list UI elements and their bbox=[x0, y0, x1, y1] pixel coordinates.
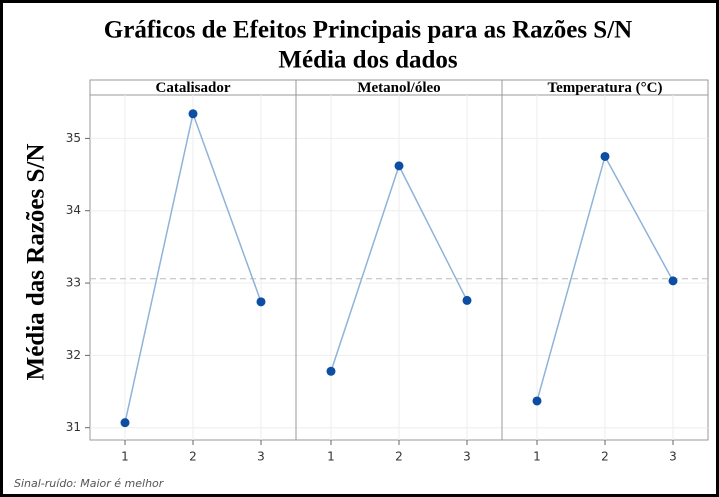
panel-title: Metanol/óleo bbox=[357, 80, 440, 96]
y-tick-label: 32 bbox=[66, 348, 81, 362]
point bbox=[532, 396, 542, 406]
point bbox=[326, 366, 336, 376]
point bbox=[256, 297, 266, 307]
y-axis-label: Média das Razões S/N bbox=[23, 144, 50, 381]
y-tick-label: 33 bbox=[66, 276, 81, 290]
x-tick-label: 2 bbox=[395, 450, 403, 464]
point bbox=[462, 295, 472, 305]
point bbox=[668, 276, 678, 286]
note: Sinal-ruído: Maior é melhor bbox=[14, 477, 165, 490]
y-tick-label: 31 bbox=[66, 420, 81, 434]
y-tick-label: 35 bbox=[66, 131, 81, 145]
x-tick-label: 2 bbox=[601, 450, 609, 464]
point bbox=[120, 418, 130, 428]
x-tick-label: 1 bbox=[533, 450, 541, 464]
panel-title: Temperatura (°C) bbox=[547, 80, 662, 96]
x-tick-label: 3 bbox=[463, 450, 471, 464]
point bbox=[600, 151, 610, 161]
panel-title: Catalisador bbox=[156, 80, 231, 96]
x-tick-label: 1 bbox=[327, 450, 335, 464]
chart-subtitle: Média dos dados bbox=[278, 47, 457, 74]
x-tick-label: 3 bbox=[669, 450, 677, 464]
point bbox=[188, 109, 198, 119]
x-tick-label: 1 bbox=[121, 450, 129, 464]
x-tick-label: 3 bbox=[257, 450, 265, 464]
chart-title: Gráficos de Efeitos Principais para as R… bbox=[104, 17, 632, 44]
point bbox=[394, 161, 404, 171]
x-tick-label: 2 bbox=[189, 450, 197, 464]
y-tick-label: 34 bbox=[66, 203, 81, 217]
